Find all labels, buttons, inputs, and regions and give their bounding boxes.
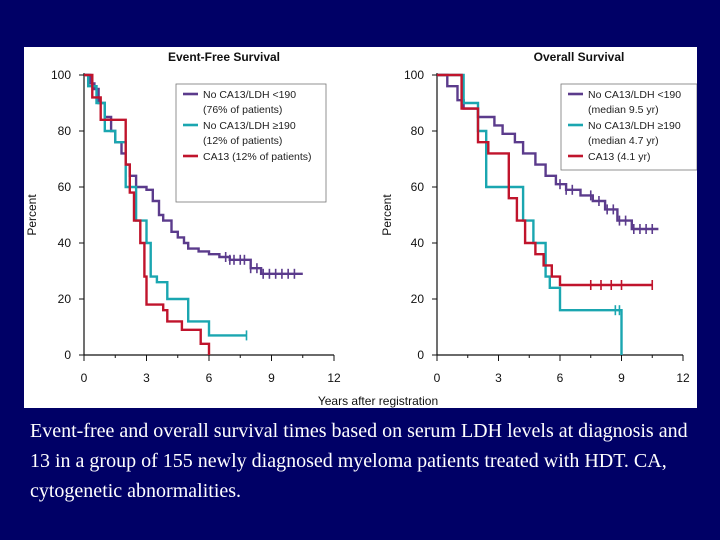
efs-legend-text: No CA13/LDH ≥190: [203, 120, 296, 132]
os-series-purple-line: [437, 73, 659, 231]
efs-y-tick-label: 60: [58, 180, 72, 194]
efs-y-tick-label: 100: [51, 68, 71, 82]
os-y-tick-label: 0: [417, 348, 424, 362]
os-y-axis-label: Percent: [380, 194, 394, 236]
efs-legend-text: (76% of patients): [203, 104, 282, 116]
efs-y-tick-label: 40: [58, 236, 72, 250]
efs-series-red-line: [84, 73, 211, 355]
efs-x-tick-label: 0: [81, 371, 88, 385]
os-chart-title: Overall Survival: [534, 50, 625, 64]
efs-chart-title: Event-Free Survival: [168, 50, 280, 64]
survival-figure: Event-Free Survival 0 20 40 60 80 100 0 3 6 9 12 Per…: [24, 47, 697, 408]
os-legend-text: CA13 (4.1 yr): [588, 151, 650, 163]
efs-x-tick-label: 6: [206, 371, 213, 385]
os-legend-text: No CA13/LDH ≥190: [588, 120, 681, 132]
efs-x-tick-label: 3: [143, 371, 150, 385]
os-series-red-line: [437, 73, 653, 287]
os-legend-box: [560, 83, 697, 171]
os-x-tick-label: 3: [495, 371, 502, 385]
efs-y-axis-label: Percent: [25, 194, 39, 236]
efs-y-tick-label: 0: [64, 348, 71, 362]
os-y-tick-label: 40: [411, 236, 425, 250]
efs-x-tick-label: 12: [327, 371, 341, 385]
efs-legend-box: [175, 83, 327, 203]
os-y-tick-label: 80: [411, 124, 425, 138]
efs-legend-text: CA13 (12% of patients): [203, 151, 312, 163]
efs-y-tick-label: 80: [58, 124, 72, 138]
efs-x-tick-label: 9: [268, 371, 275, 385]
x-axis-label: Years after registration: [318, 394, 438, 408]
figure-caption: Event-free and overall survival times ba…: [30, 420, 688, 502]
os-y-tick-label: 20: [411, 292, 425, 306]
os-y-tick-label: 100: [404, 68, 424, 82]
efs-y-tick-label: 20: [58, 292, 72, 306]
os-y-tick-label: 60: [411, 180, 425, 194]
os-x-tick-label: 9: [618, 371, 625, 385]
efs-legend-text: No CA13/LDH <190: [203, 89, 296, 101]
os-legend-text: (median 9.5 yr): [588, 104, 659, 116]
os-x-tick-label: 0: [434, 371, 441, 385]
os-x-tick-label: 6: [557, 371, 564, 385]
os-x-tick-label: 12: [676, 371, 690, 385]
os-legend-text: (median 4.7 yr): [588, 135, 659, 147]
efs-legend-text: (12% of patients): [203, 135, 282, 147]
os-legend-text: No CA13/LDH <190: [588, 89, 681, 101]
